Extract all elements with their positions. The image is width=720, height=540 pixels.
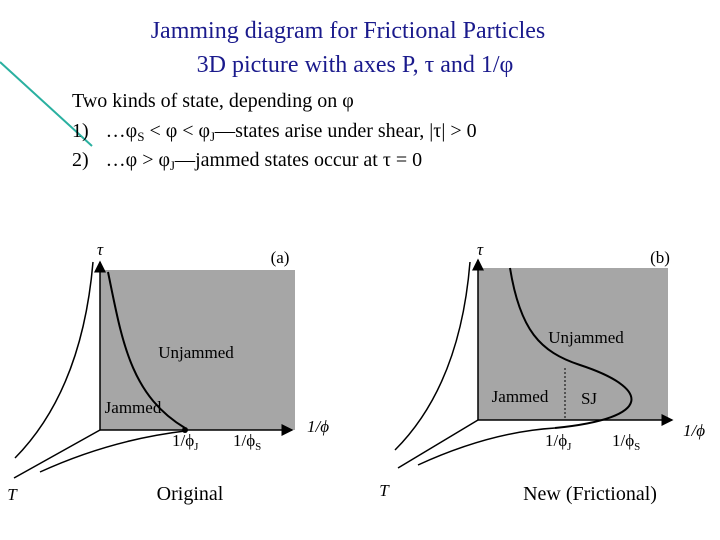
tau-label: τ (97, 240, 104, 259)
title-line1: Jamming diagram for Frictional Particles (151, 18, 546, 44)
panel-label: (a) (271, 248, 290, 267)
tick-text: 1/ϕ (233, 431, 255, 450)
phi-label: 1/ϕ (307, 417, 329, 436)
subscript: J (194, 441, 199, 453)
item-text: —states arise under shear, |τ| > 0 (214, 120, 476, 142)
item-number: 1) (72, 120, 89, 142)
caption: New (Frictional) (523, 483, 657, 505)
boundary (107, 271, 186, 429)
tick-label: 1/ϕJ (545, 431, 572, 453)
caption: Original (157, 483, 224, 505)
jammed-label: Jammed (105, 398, 162, 417)
perspective-curve (417, 427, 556, 466)
t-axis (397, 419, 479, 469)
perspective-curve (14, 261, 94, 459)
subscript: J (567, 441, 572, 453)
panel-area (478, 268, 668, 420)
tau-label: τ (477, 240, 484, 259)
t-axis (13, 429, 101, 479)
diagram-b: τ T 1/ϕ (b) Unjammed Jammed SJ 1/ϕJ 1/ϕS… (379, 240, 705, 505)
subscript: S (255, 441, 261, 453)
diagram-a: τ T 1/ϕ (a) Unjammed Jammed 1/ϕJ 1/ϕS Or… (7, 240, 329, 505)
pointer-line (0, 61, 93, 147)
subscript: S (137, 129, 144, 144)
t-label: T (379, 481, 390, 500)
item-text: < φ < φ (144, 120, 210, 142)
boundary (509, 267, 633, 429)
item-number: 2) (72, 149, 89, 171)
unjammed-label: Unjammed (548, 328, 624, 347)
subscript: J (210, 129, 215, 144)
panel-label: (b) (650, 248, 670, 267)
jammed-label: Jammed (492, 387, 549, 406)
subscript: J (170, 158, 175, 173)
tick-text: 1/ϕ (172, 431, 194, 450)
panel-area (100, 270, 295, 430)
item-1: 1) …φS < φ < φJ—states arise under shear… (72, 120, 477, 144)
intro: Two kinds of state, depending on φ (72, 90, 354, 112)
unjammed-label: Unjammed (158, 343, 234, 362)
tick-label: 1/ϕS (233, 431, 261, 453)
title-line2: 3D picture with axes P, τ and 1/φ (197, 52, 514, 78)
item-2: 2) …φ > φJ—jammed states occur at τ = 0 (72, 149, 422, 173)
perspective-curve (394, 261, 471, 451)
tick-text: 1/ϕ (545, 431, 567, 450)
item-text: …φ (106, 120, 138, 142)
perspective-curve (39, 430, 186, 473)
phi-label: 1/ϕ (683, 421, 705, 440)
sj-label: SJ (581, 389, 597, 408)
subscript: S (634, 441, 640, 453)
item-text: …φ > φ (106, 149, 170, 171)
item-text: —jammed states occur at τ = 0 (174, 149, 422, 171)
tick-label: 1/ϕJ (172, 431, 199, 453)
tick-text: 1/ϕ (612, 431, 634, 450)
t-label: T (7, 485, 18, 504)
tick-label: 1/ϕS (612, 431, 640, 453)
